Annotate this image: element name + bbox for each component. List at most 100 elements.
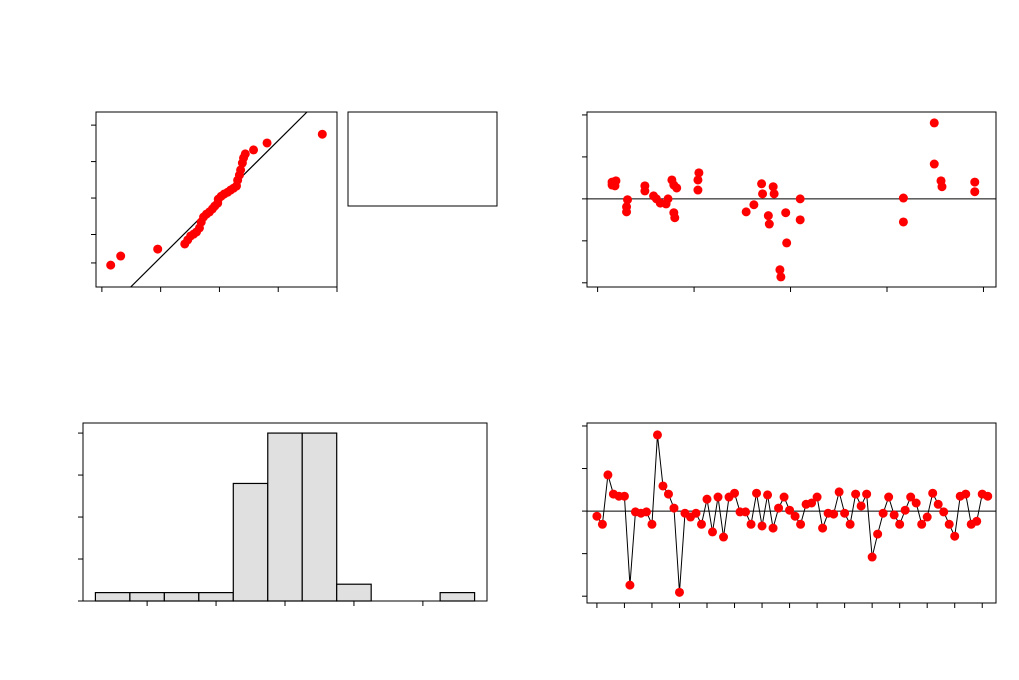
point [317, 129, 327, 139]
point [796, 519, 806, 529]
point [922, 512, 932, 522]
point [757, 179, 767, 189]
point [236, 165, 246, 175]
point [939, 507, 949, 517]
point [937, 182, 947, 192]
point [746, 519, 756, 529]
point [592, 511, 602, 521]
point [781, 208, 791, 218]
point [779, 492, 789, 502]
point [674, 587, 684, 597]
point [970, 177, 980, 187]
point [884, 492, 894, 502]
point [719, 532, 729, 542]
point [262, 138, 272, 148]
bar [94, 592, 131, 602]
point [240, 149, 250, 159]
point [911, 498, 921, 508]
plot-frame [95, 111, 338, 288]
point [730, 488, 740, 498]
point [640, 186, 650, 196]
point [249, 145, 259, 155]
point [641, 507, 651, 517]
point [906, 492, 916, 502]
point [840, 508, 850, 518]
point [851, 489, 861, 499]
point [917, 519, 927, 529]
bar [267, 432, 303, 602]
point [898, 193, 908, 203]
point [693, 175, 703, 185]
point [768, 182, 778, 192]
point [970, 187, 980, 197]
point [669, 503, 679, 513]
point [972, 516, 982, 526]
point [597, 519, 607, 529]
point [834, 487, 844, 497]
point [625, 580, 635, 590]
point [610, 181, 620, 191]
point [895, 519, 905, 529]
point [768, 523, 778, 533]
point [929, 159, 939, 169]
bar [129, 592, 165, 602]
point [757, 521, 767, 531]
point [795, 194, 805, 204]
point [763, 490, 773, 500]
point [774, 503, 784, 513]
point [873, 529, 883, 539]
point [752, 488, 762, 498]
point [749, 200, 759, 210]
point [663, 489, 673, 499]
point [713, 492, 723, 502]
point [898, 217, 908, 227]
point [807, 498, 817, 508]
point [663, 194, 673, 204]
point [818, 523, 828, 533]
bar [163, 592, 200, 602]
plot-frame [586, 422, 997, 604]
point [763, 211, 773, 221]
point [829, 509, 839, 519]
point [691, 508, 701, 518]
point [889, 510, 899, 520]
plot-frame [82, 422, 488, 602]
point [775, 265, 785, 275]
point [933, 499, 943, 509]
point [708, 527, 718, 537]
bar [198, 592, 234, 602]
point [928, 488, 938, 498]
point [983, 491, 993, 501]
point [619, 491, 629, 501]
point [776, 272, 786, 282]
point [950, 531, 960, 541]
point [741, 507, 751, 517]
point [672, 183, 682, 193]
point [900, 505, 910, 515]
point [944, 519, 954, 529]
point [696, 519, 706, 529]
point [652, 430, 662, 440]
point [622, 207, 632, 217]
point [702, 494, 712, 504]
point [862, 489, 872, 499]
point [795, 215, 805, 225]
point [785, 505, 795, 515]
bar [336, 583, 372, 602]
point [812, 492, 822, 502]
point [769, 189, 779, 199]
point [623, 195, 633, 205]
point [764, 219, 774, 229]
point [867, 552, 877, 562]
point [790, 511, 800, 521]
point [647, 519, 657, 529]
point [658, 481, 668, 491]
point [106, 260, 116, 270]
bar [232, 482, 269, 602]
bar [439, 592, 476, 602]
point [782, 238, 792, 248]
point [845, 519, 855, 529]
